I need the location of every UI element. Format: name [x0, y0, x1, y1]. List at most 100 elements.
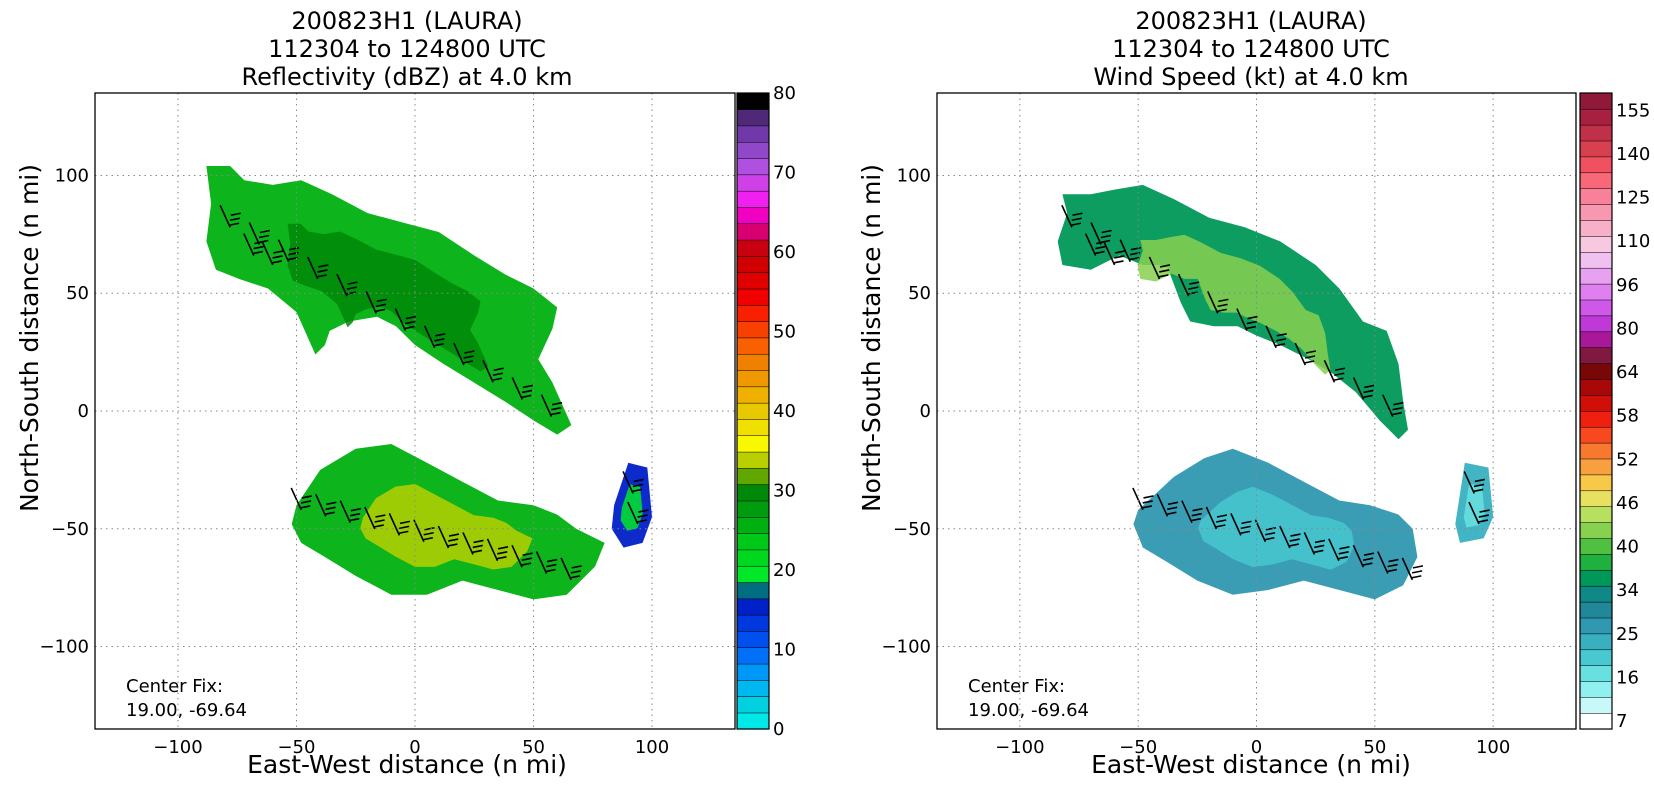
colorbar-segment — [736, 484, 770, 502]
colorbar-segment — [1579, 537, 1613, 555]
colorbar-segment — [1579, 299, 1613, 317]
colorbar-tick-label: 96 — [1616, 275, 1639, 296]
colorbar-segment — [1579, 712, 1613, 730]
colorbar-segment — [736, 369, 770, 388]
colorbar-segment — [1579, 585, 1613, 603]
colorbar-tick-label: 155 — [1616, 100, 1650, 121]
wind-barb — [1401, 557, 1424, 581]
colorbar-segment — [736, 109, 770, 127]
colorbar-tick-label: 64 — [1616, 362, 1639, 383]
y-tick-label: −50 — [893, 519, 931, 540]
colorbar-segment — [736, 321, 770, 339]
left-center-fix-value: 19.00, -69.64 — [126, 700, 247, 721]
right-ylabel: North-South distance (n mi) — [857, 164, 886, 512]
colorbar-segment — [736, 435, 770, 453]
x-tick-label: 50 — [522, 737, 545, 758]
colorbar-segment — [736, 565, 770, 583]
colorbar-tick-label: 125 — [1616, 188, 1650, 209]
right-grid — [937, 93, 1576, 729]
wind-barb — [1254, 519, 1277, 543]
colorbar-tick-label: 34 — [1616, 580, 1639, 601]
right-center-fix-value: 19.00, -69.64 — [968, 700, 1089, 721]
colorbar-segment — [1579, 204, 1613, 221]
colorbar-segment — [1579, 442, 1613, 460]
left-plot-area: −100 −50 0 50 100 −100 −50 0 50 100 — [40, 92, 736, 758]
wind-barb — [1177, 273, 1200, 297]
x-tick-label: 0 — [1251, 737, 1262, 758]
wind-barb — [560, 557, 582, 581]
colorbar-segment — [1579, 522, 1613, 539]
colorbar-segment — [1579, 267, 1613, 285]
colorbar-segment — [1579, 378, 1613, 396]
colorbar-segment — [1579, 172, 1613, 189]
wind-barb — [1236, 308, 1258, 331]
colorbar-tick-label: 16 — [1616, 667, 1639, 688]
colorbar-segment — [1579, 569, 1613, 587]
left-colorbar: 0 10 20 30 40 50 60 70 80 — [736, 83, 796, 740]
colorbar-segment — [1579, 665, 1613, 682]
right-wind-barbs — [1061, 204, 1490, 581]
wind-barb — [423, 325, 446, 349]
wind-barb — [1084, 233, 1107, 256]
y-tick-label: −100 — [882, 637, 931, 658]
colorbar-frame — [736, 92, 770, 730]
right-axes-frame — [936, 92, 1577, 730]
wind-barb — [1303, 532, 1326, 555]
colorbar-segment — [1579, 315, 1613, 333]
colorbar-segment — [1579, 347, 1613, 364]
colorbar-segment — [1579, 649, 1613, 666]
colorbar-tick-label: 52 — [1616, 449, 1639, 470]
left-data-layer — [206, 166, 652, 600]
colorbar-tick-label: 70 — [773, 163, 796, 184]
y-tick-label: −50 — [51, 519, 89, 540]
colorbar-segment — [736, 581, 770, 600]
right-title-line3: Wind Speed (kt) at 4.0 km — [1093, 63, 1408, 91]
colorbar-tick-label: 20 — [773, 560, 796, 581]
x-tick-label: 100 — [635, 737, 669, 758]
wind-barb — [339, 500, 362, 523]
colorbar-segment — [736, 288, 770, 306]
x-tick-label: 100 — [1476, 737, 1510, 758]
colorbar-segment — [736, 255, 770, 273]
echo-core-southern-rainband — [360, 484, 533, 570]
wind-barb — [394, 308, 417, 331]
wind-barb — [486, 538, 509, 562]
wind-barb — [364, 506, 386, 530]
wind-barb — [453, 342, 475, 366]
wind-barb — [1468, 501, 1490, 525]
y-tick-label: 100 — [897, 165, 931, 186]
colorbar-segment — [736, 451, 770, 469]
colorbar-segment — [1579, 410, 1613, 428]
wind-barb — [1323, 359, 1346, 383]
colorbar-segment — [736, 157, 770, 176]
colorbar-tick-label: 80 — [1616, 318, 1639, 339]
colorbar-segment — [736, 598, 770, 616]
x-tick-label: −100 — [153, 737, 202, 758]
colorbar-segment — [736, 467, 770, 485]
left-grid — [95, 93, 735, 729]
colorbar-segment — [1579, 394, 1613, 412]
right-center-fix-label: Center Fix: — [968, 676, 1065, 697]
left-axes-frame — [94, 92, 736, 730]
wind-barb — [482, 359, 504, 383]
wind-barb — [511, 544, 533, 568]
wind-barb — [1352, 377, 1375, 400]
colorbar-segment — [736, 272, 770, 290]
right-title-line1: 200823H1 (LAURA) — [1135, 7, 1366, 35]
wind-barb — [1279, 525, 1301, 549]
colorbar-segment — [736, 500, 770, 518]
wind-barb — [1103, 242, 1126, 266]
colorbar-tick-label: 10 — [773, 640, 796, 661]
wind-barb — [1382, 394, 1404, 418]
colorbar-tick-label: 46 — [1616, 493, 1639, 514]
colorbar-segment — [1579, 490, 1613, 507]
colorbar-segment — [1579, 363, 1613, 380]
left-title-line2: 112304 to 124800 UTC — [268, 35, 546, 63]
colorbar-tick-label: 110 — [1616, 231, 1650, 252]
colorbar-tick-label: 50 — [773, 322, 796, 343]
colorbar-segment — [736, 337, 770, 355]
wind-barb — [1463, 471, 1485, 494]
colorbar-segment — [736, 223, 770, 241]
colorbar-segment — [1579, 696, 1613, 714]
